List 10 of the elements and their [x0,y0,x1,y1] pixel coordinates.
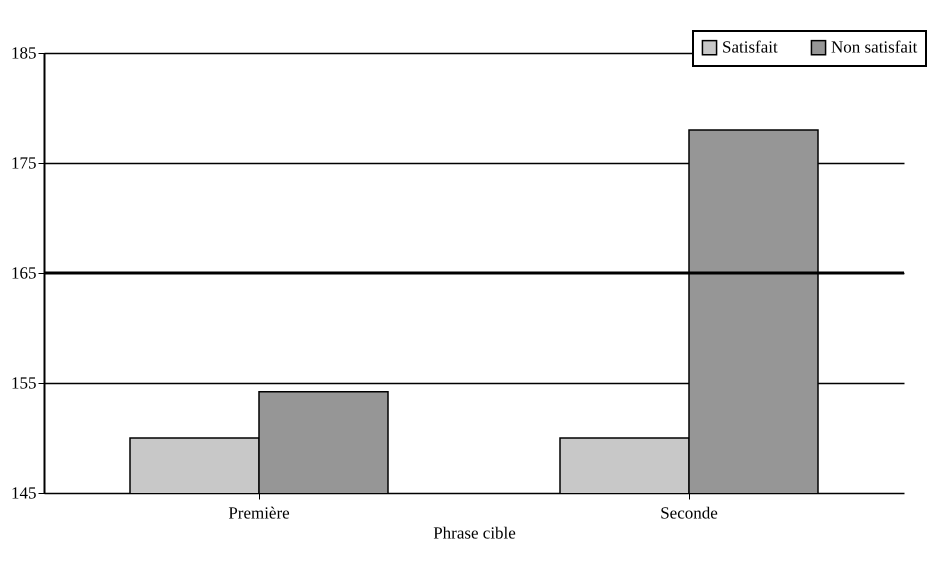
x-tick-label: Première [228,504,290,522]
x-axis-title: Phrase cible [433,524,516,542]
y-tick-label: 165 [11,264,36,282]
x-tick-label: Seconde [660,504,718,522]
y-tick-label: 145 [11,484,36,502]
y-tick-label: 175 [11,154,36,172]
legend-label: Satisfait [722,38,778,57]
y-tick-label: 185 [11,44,36,62]
legend-label: Non satisfait [831,38,918,57]
y-tick-label: 155 [11,374,36,392]
